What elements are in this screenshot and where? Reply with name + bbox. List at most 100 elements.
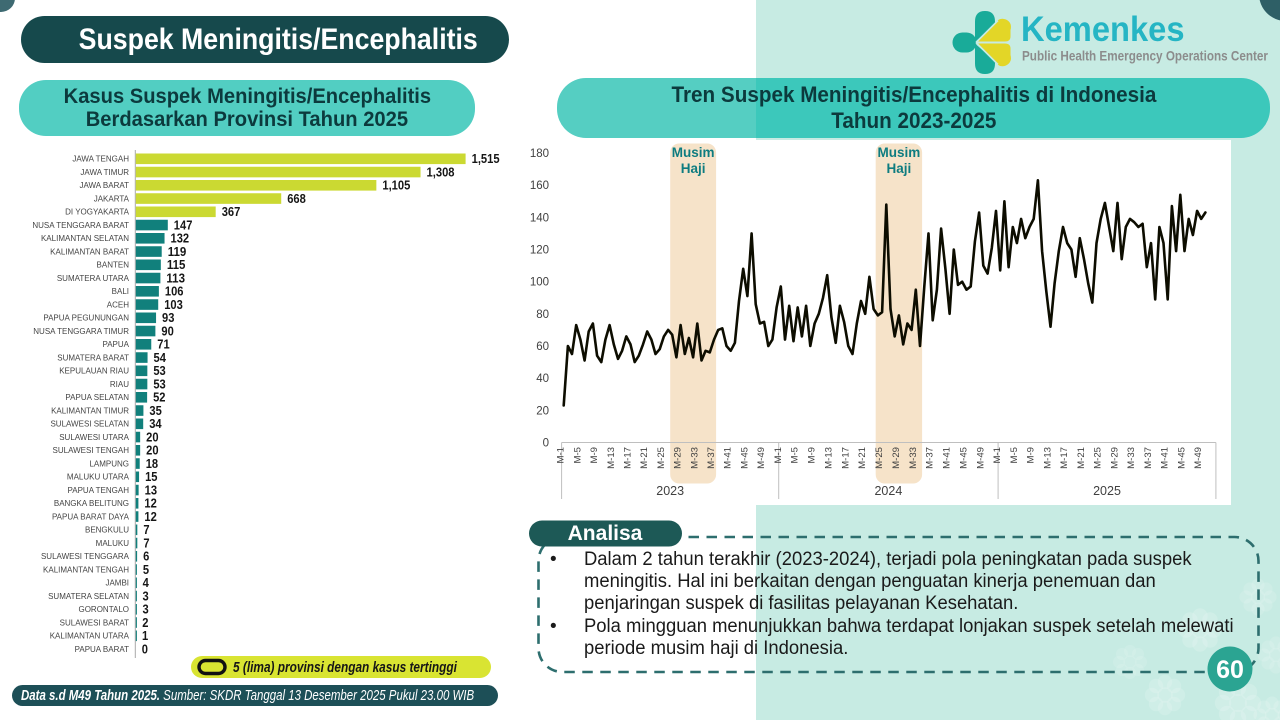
svg-text:M-25: M-25 <box>656 447 667 469</box>
svg-text:M-17: M-17 <box>840 447 851 469</box>
svg-text:80: 80 <box>536 309 549 321</box>
svg-text:100: 100 <box>530 277 549 289</box>
svg-text:53: 53 <box>153 376 165 391</box>
svg-text:3: 3 <box>142 602 148 617</box>
svg-text:60: 60 <box>1216 656 1244 684</box>
svg-text:KEPULAUAN RIAU: KEPULAUAN RIAU <box>59 367 129 376</box>
svg-text:M-1: M-1 <box>556 447 567 464</box>
svg-text:M-33: M-33 <box>1126 447 1137 469</box>
svg-text:113: 113 <box>166 270 185 285</box>
svg-text:34: 34 <box>149 416 162 431</box>
svg-text:140: 140 <box>530 212 549 224</box>
svg-text:35: 35 <box>149 403 161 418</box>
svg-text:71: 71 <box>157 337 169 352</box>
svg-text:M-45: M-45 <box>739 447 750 469</box>
svg-text:JAKARTA: JAKARTA <box>94 194 130 203</box>
svg-text:JAWA TIMUR: JAWA TIMUR <box>80 168 129 177</box>
svg-text:SULAWESI BARAT: SULAWESI BARAT <box>60 618 129 627</box>
svg-text:M-13: M-13 <box>823 447 834 469</box>
svg-text:PAPUA SELATAN: PAPUA SELATAN <box>65 393 129 402</box>
svg-text:M-17: M-17 <box>623 447 634 469</box>
svg-text:132: 132 <box>171 231 190 246</box>
svg-text:GORONTALO: GORONTALO <box>78 605 129 614</box>
svg-text:DI YOGYAKARTA: DI YOGYAKARTA <box>65 208 130 217</box>
svg-text:NUSA TENGGARA TIMUR: NUSA TENGGARA TIMUR <box>33 327 129 336</box>
svg-text:JAWA BARAT: JAWA BARAT <box>80 181 130 190</box>
svg-text:Musim: Musim <box>672 145 715 160</box>
svg-text:7: 7 <box>143 522 149 537</box>
svg-text:54: 54 <box>154 350 167 365</box>
svg-text:SULAWESI TENGGARA: SULAWESI TENGGARA <box>41 552 130 561</box>
svg-text:SULAWESI SELATAN: SULAWESI SELATAN <box>50 420 129 429</box>
svg-text:12: 12 <box>144 496 156 511</box>
svg-text:M-45: M-45 <box>959 447 970 469</box>
svg-text:KALIMANTAN UTARA: KALIMANTAN UTARA <box>50 632 130 641</box>
svg-text:20: 20 <box>536 405 549 417</box>
svg-text:6: 6 <box>143 549 149 564</box>
svg-text:Haji: Haji <box>681 161 706 176</box>
svg-text:BALI: BALI <box>112 287 129 296</box>
svg-text:Kemenkes: Kemenkes <box>1021 10 1185 49</box>
svg-text:1: 1 <box>142 628 148 643</box>
svg-text:2025: 2025 <box>1093 484 1121 498</box>
svg-text:M-17: M-17 <box>1059 447 1070 469</box>
svg-text:M-5: M-5 <box>790 447 801 464</box>
svg-text:147: 147 <box>174 217 193 232</box>
svg-text:NUSA TENGGARA BARAT: NUSA TENGGARA BARAT <box>32 221 129 230</box>
svg-text:M-49: M-49 <box>975 447 986 469</box>
svg-text:ACEH: ACEH <box>107 300 129 309</box>
svg-text:93: 93 <box>162 310 174 325</box>
svg-text:Public Health Emergency Operat: Public Health Emergency Operations Cente… <box>1022 49 1269 64</box>
svg-text:M-41: M-41 <box>942 447 953 469</box>
svg-text:M-49: M-49 <box>1193 447 1204 469</box>
svg-text:Analisa: Analisa <box>568 522 643 545</box>
svg-text:M-49: M-49 <box>756 447 767 469</box>
svg-text:M-29: M-29 <box>673 447 684 469</box>
svg-text:BANTEN: BANTEN <box>97 261 130 270</box>
svg-text:20: 20 <box>146 443 158 458</box>
svg-text:SUMATERA BARAT: SUMATERA BARAT <box>57 353 129 362</box>
svg-text:15: 15 <box>145 469 157 484</box>
svg-text:BENGKULU: BENGKULU <box>85 526 129 535</box>
svg-text:M-9: M-9 <box>807 447 818 464</box>
svg-text:MALUKU: MALUKU <box>96 539 130 548</box>
svg-text:0: 0 <box>543 438 549 450</box>
svg-text:1,308: 1,308 <box>427 164 455 179</box>
svg-text:M-9: M-9 <box>589 447 600 464</box>
svg-text:Haji: Haji <box>887 161 912 176</box>
svg-text:Musim: Musim <box>878 145 921 160</box>
svg-text:106: 106 <box>165 284 184 299</box>
svg-text:7: 7 <box>143 535 149 550</box>
svg-text:M-1: M-1 <box>773 447 784 464</box>
svg-text:M-21: M-21 <box>1076 447 1087 469</box>
svg-text:SULAWESI UTARA: SULAWESI UTARA <box>59 433 129 442</box>
svg-text:JAMBI: JAMBI <box>105 579 129 588</box>
svg-text:KALIMANTAN BARAT: KALIMANTAN BARAT <box>50 247 129 256</box>
svg-text:KALIMANTAN TENGAH: KALIMANTAN TENGAH <box>43 565 129 574</box>
svg-text:M-21: M-21 <box>639 447 650 469</box>
svg-text:RIAU: RIAU <box>110 380 129 389</box>
svg-text:PAPUA: PAPUA <box>102 340 129 349</box>
svg-text:M-37: M-37 <box>1143 447 1154 469</box>
svg-text:MALUKU UTARA: MALUKU UTARA <box>67 473 130 482</box>
svg-text:18: 18 <box>146 456 158 471</box>
svg-text:M-41: M-41 <box>1160 447 1171 469</box>
svg-text:367: 367 <box>222 204 241 219</box>
svg-text:M-41: M-41 <box>723 447 734 469</box>
svg-text:5: 5 <box>143 562 149 577</box>
svg-text:52: 52 <box>153 390 165 405</box>
svg-text:180: 180 <box>530 148 549 160</box>
svg-text:SUMATERA UTARA: SUMATERA UTARA <box>57 274 130 283</box>
svg-text:PAPUA PEGUNUNGAN: PAPUA PEGUNUNGAN <box>43 314 129 323</box>
svg-text:M-13: M-13 <box>606 447 617 469</box>
svg-text:4: 4 <box>143 575 150 590</box>
svg-text:53: 53 <box>153 363 165 378</box>
svg-text:LAMPUNG: LAMPUNG <box>89 459 129 468</box>
svg-text:20: 20 <box>146 429 158 444</box>
svg-text:JAWA TENGAH: JAWA TENGAH <box>72 155 129 164</box>
svg-text:M-5: M-5 <box>572 447 583 464</box>
svg-text:2024: 2024 <box>874 484 902 498</box>
svg-text:M-29: M-29 <box>1110 447 1121 469</box>
svg-text:12: 12 <box>144 509 156 524</box>
svg-text:M-37: M-37 <box>925 447 936 469</box>
